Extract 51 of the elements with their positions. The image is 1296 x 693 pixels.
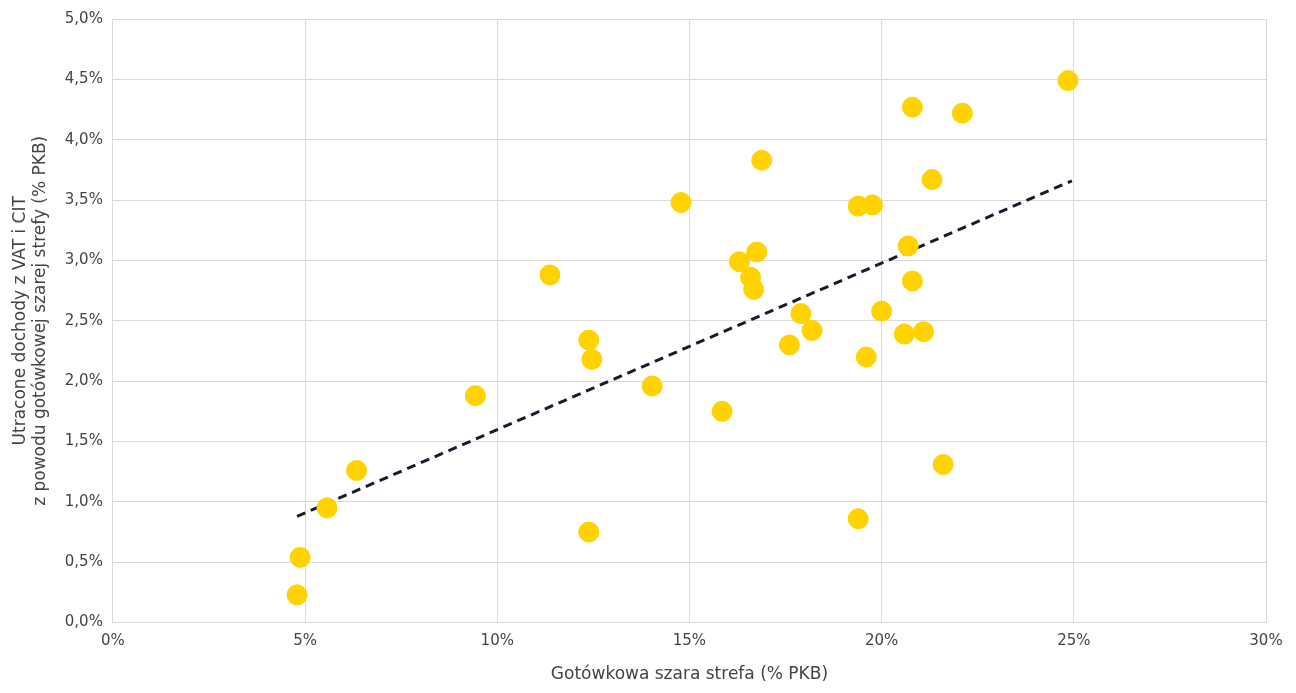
point bbox=[847, 508, 869, 530]
x-tick-label: 20% bbox=[864, 631, 899, 650]
point bbox=[932, 453, 954, 475]
point bbox=[913, 321, 935, 343]
point bbox=[464, 385, 486, 407]
y-tick-label: 2,5% bbox=[64, 310, 103, 329]
x-tick-label: 25% bbox=[1057, 631, 1091, 650]
point bbox=[746, 241, 768, 263]
point bbox=[286, 584, 308, 606]
point bbox=[316, 497, 338, 519]
x-axis-title: Gotówkowa szara strefa (% PKB) bbox=[550, 663, 829, 684]
x-tick-label: 5% bbox=[293, 631, 317, 650]
point bbox=[951, 102, 973, 124]
point bbox=[743, 278, 765, 300]
point bbox=[289, 546, 311, 568]
point bbox=[901, 270, 923, 292]
y-tick-label: 1,0% bbox=[64, 491, 103, 510]
x-tick-label: 30% bbox=[1249, 631, 1283, 650]
point bbox=[893, 323, 915, 345]
point bbox=[871, 300, 893, 322]
point bbox=[855, 346, 877, 368]
y-tick-label: 0,5% bbox=[64, 552, 103, 571]
point bbox=[670, 191, 692, 213]
point bbox=[790, 303, 812, 325]
y-tick-label: 3,5% bbox=[64, 189, 103, 208]
point bbox=[778, 334, 800, 356]
point bbox=[581, 348, 603, 370]
x-tick-label: 10% bbox=[480, 631, 514, 650]
point bbox=[921, 169, 943, 191]
point bbox=[897, 235, 919, 257]
point bbox=[901, 96, 923, 118]
point bbox=[578, 329, 600, 351]
point bbox=[728, 251, 750, 273]
y-tick-label: 4,0% bbox=[64, 129, 103, 148]
point bbox=[1057, 70, 1079, 92]
y-tick-label: 0,0% bbox=[64, 612, 103, 631]
x-tick-label: 0% bbox=[101, 631, 125, 650]
y-tick-label: 3,0% bbox=[64, 250, 103, 269]
point bbox=[346, 459, 368, 481]
y-tick-label: 1,5% bbox=[64, 431, 103, 450]
y-tick-label: 4,5% bbox=[64, 69, 103, 88]
y-tick-label: 2,0% bbox=[64, 371, 103, 390]
point bbox=[711, 400, 733, 422]
x-tick-label: 15% bbox=[672, 631, 707, 650]
point bbox=[578, 521, 600, 543]
point bbox=[641, 375, 663, 397]
point bbox=[801, 319, 823, 341]
y-axis-title: Utracone dochody z VAT i CIT z powodu gotówkowej szarej strefy (% PKB) bbox=[8, 135, 50, 506]
y-tick-label: 5,0% bbox=[64, 8, 103, 27]
point bbox=[539, 264, 561, 286]
point bbox=[751, 149, 773, 171]
